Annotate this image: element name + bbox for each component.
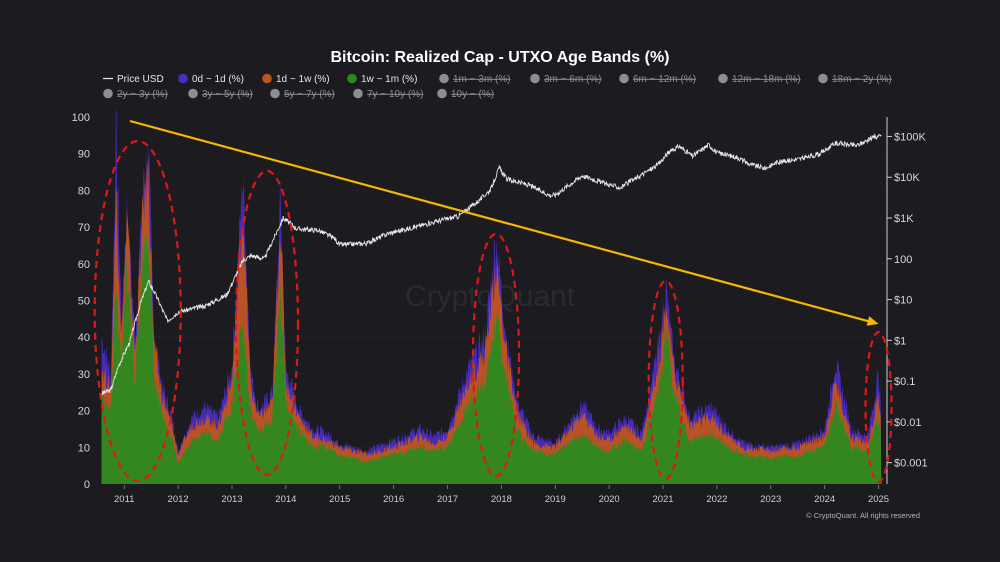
y-left-tick-label: 30 [78,369,90,381]
legend-swatch-dot [437,88,447,99]
legend-swatch-dot [262,73,272,84]
peak-highlight-ellipse [93,139,182,483]
y-left-tick-label: 20 [78,406,90,418]
legend-entry-label: 3m ~ 6m (%) [544,74,602,85]
series-area-1d-1w- [101,155,882,485]
y-left-tick-label: 40 [78,332,90,344]
peak-highlight-ellipse [234,169,300,477]
legend-entry-label: Price USD [117,74,164,85]
legend: Price USD 0d ~ 1d (%) 1d ~ 1w (%) 1w ~ 1m (… [103,73,892,100]
x-tick-label: 2018 [491,494,512,505]
legend-entry-label: 5y ~ 7y (%) [284,89,335,100]
x-tick-label: 2016 [383,494,404,505]
y-left-tick-label: 100 [72,112,90,124]
legend-swatch-dot [188,88,198,99]
legend-entry-label: 7y ~ 10y (%) [367,89,423,100]
y-right-tick-label: $0.001 [894,458,928,470]
chart-title: Bitcoin: Realized Cap - UTXO Age Bands (… [331,49,670,66]
x-tick-label: 2011 [114,494,134,505]
x-tick-label: 2019 [545,494,566,505]
credit-text: © CryptoQuant. All rights reserved [806,511,920,520]
y-left-tick-label: 90 [78,149,90,161]
trend-arrow-line [129,119,871,323]
legend-swatch-dot [103,88,113,99]
legend-swatch-dot [439,73,449,84]
peak-highlight-ellipse [647,279,684,481]
y-right-tick-label: $0.1 [894,376,915,388]
y-right-tick-label: $100K [894,131,926,143]
legend-swatch-dot [347,73,357,84]
y-left-tick-label: 60 [78,259,90,271]
axes: 0 10 20 30 40 50 60 70 80 90 100 $0.001 $0.01 $0.1 $1 $… [72,112,928,505]
legend-entry-label: 0d ~ 1d (%) [192,74,244,85]
y-left-tick-label: 80 [78,185,90,197]
trend-arrow-head [866,316,879,326]
legend-swatch-dot [178,73,188,84]
x-tick-label: 2014 [275,494,296,505]
legend-entry-label: 1m ~ 3m (%) [453,74,511,85]
legend-swatch-dot [270,88,280,99]
legend-entry-label: 1d ~ 1w (%) [276,74,330,85]
area-series [101,107,882,485]
legend-entry-label: 12m ~ 18m (%) [732,74,801,85]
y-left-tick-label: 0 [84,479,90,491]
y-left-tick-label: 70 [78,222,90,234]
legend-entry-label: 2y ~ 3y (%) [117,89,168,100]
price-series [101,133,882,396]
y-left-tick-label: 50 [78,296,90,308]
x-tick-label: 2025 [868,494,889,505]
price-usd-line [101,133,882,396]
legend-entry-label: 6m ~ 12m (%) [633,74,696,85]
legend-swatch-dot [818,73,828,84]
legend-entry-label: 10y ~ (%) [451,89,494,100]
x-tick-label: 2015 [329,494,350,505]
x-tick-label: 2017 [437,494,458,505]
y-right-tick-label: 100 [894,254,912,266]
x-tick-label: 2012 [168,494,189,505]
series-area-1w-1m- [101,232,882,484]
annotations [93,119,893,484]
legend-swatch-dot [619,73,629,84]
y-right-tick-label: $1 [894,335,906,347]
y-right-tick-label: $10 [894,295,912,307]
x-tick-label: 2021 [652,494,673,505]
peak-highlight-ellipse [471,232,521,478]
y-right-tick-label: $0.01 [894,417,922,429]
legend-entry-label: 18m ~ 2y (%) [832,74,892,85]
y-right-tick-label: $10K [894,172,920,184]
x-tick-label: 2022 [706,494,727,505]
y-right-tick-label: $1K [894,213,914,225]
legend-swatch-dot [718,73,728,84]
peak-highlight-ellipse [864,330,893,484]
legend-entry-label: 1w ~ 1m (%) [361,74,417,85]
x-tick-label: 2023 [760,494,781,505]
x-tick-label: 2020 [599,494,620,505]
x-tick-label: 2024 [814,494,835,505]
legend-swatch-dot [353,88,363,99]
y-left-tick-label: 10 [78,442,90,454]
legend-swatch-dot [530,73,540,84]
x-tick-label: 2013 [221,494,242,505]
legend-entry-label: 3y ~ 5y (%) [202,89,253,100]
